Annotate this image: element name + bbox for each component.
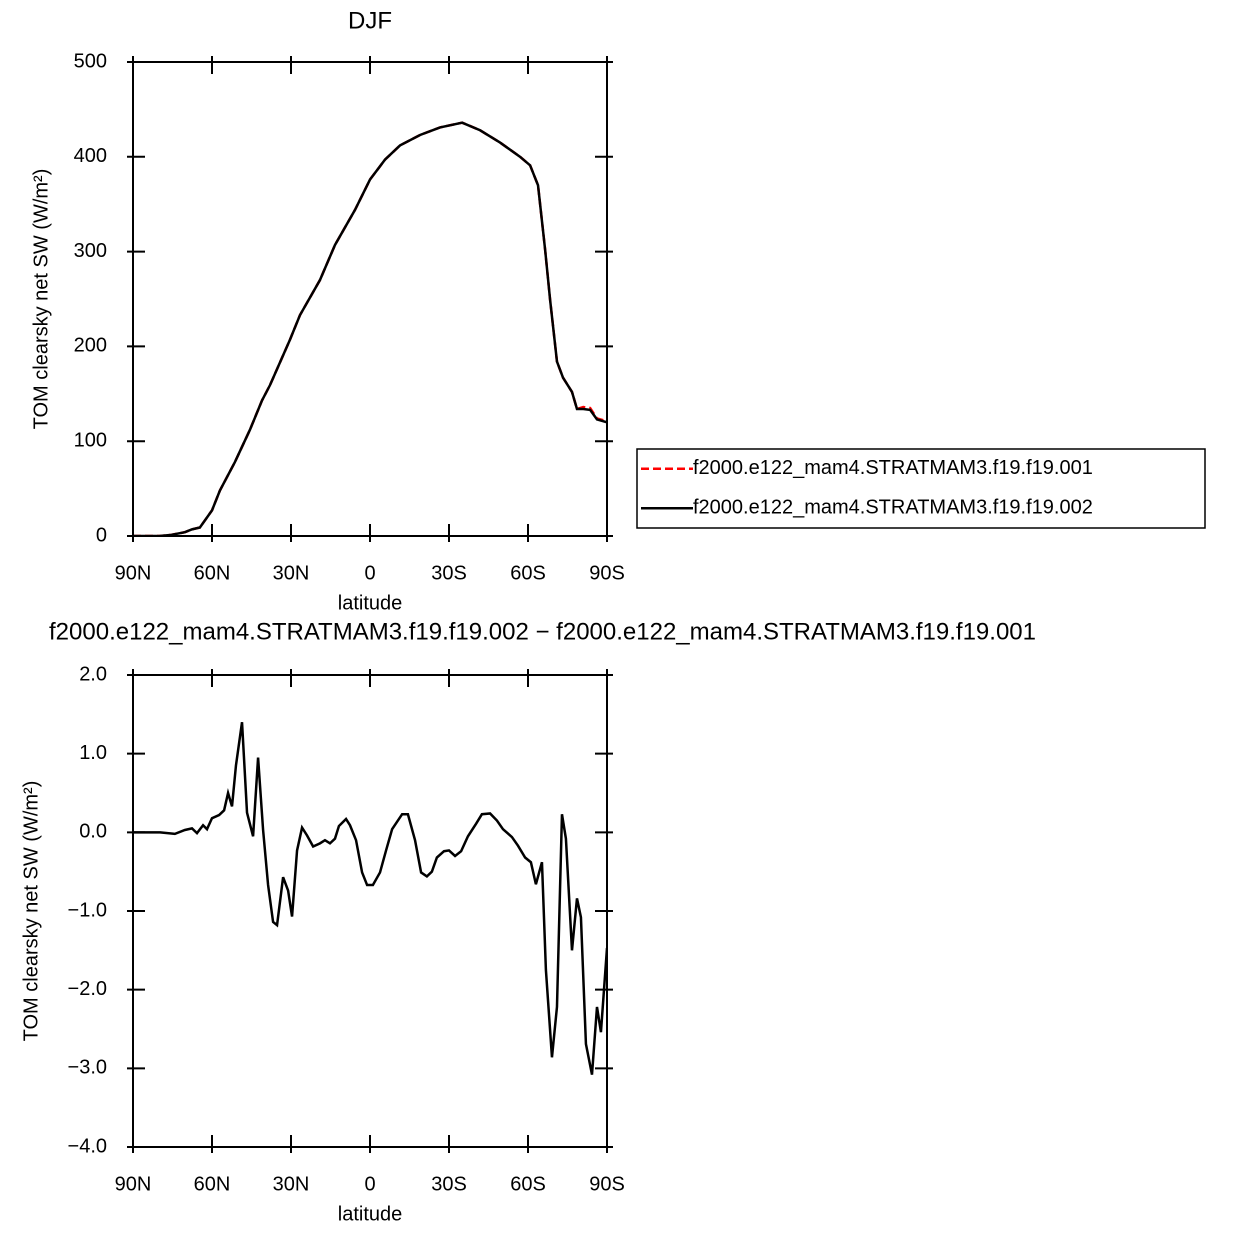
- x-tick-label: 30N: [273, 562, 310, 584]
- legend-label: f2000.e122_mam4.STRATMAM3.f19.f19.001: [693, 457, 1093, 479]
- x-tick-label: 30N: [273, 1173, 310, 1195]
- x-tick-label: 60S: [510, 1173, 546, 1195]
- x-tick-label: 0: [364, 1173, 375, 1195]
- plot-frame: [132, 61, 608, 537]
- y-tick-label: 100: [74, 429, 107, 451]
- plot-area: [133, 121, 607, 536]
- x-tick-label: 60N: [194, 1173, 231, 1195]
- legend-box: [636, 448, 1206, 529]
- series-line: [133, 121, 607, 536]
- x-tick-label: 60S: [510, 562, 546, 584]
- x-axis-label: latitude: [338, 592, 403, 614]
- chart-title: f2000.e122_mam4.STRATMAM3.f19.f19.002 − …: [49, 618, 1036, 645]
- y-tick-label: 400: [74, 145, 107, 167]
- series-line: [133, 121, 607, 536]
- y-axis-label: TOM clearsky net SW (W/m²): [20, 781, 42, 1042]
- x-tick-label: 30S: [431, 1173, 467, 1195]
- chart-title: DJF: [348, 7, 392, 34]
- plot-frame: [132, 674, 608, 1148]
- y-tick-label: 500: [74, 50, 107, 72]
- y-tick-label: 200: [74, 335, 107, 357]
- y-tick-label: 0.0: [79, 821, 107, 843]
- x-tick-label: 90N: [115, 1173, 152, 1195]
- x-axis-label: latitude: [338, 1203, 403, 1225]
- y-tick-label: −1.0: [68, 899, 107, 921]
- y-tick-label: 2.0: [79, 663, 107, 685]
- y-tick-label: −4.0: [68, 1135, 107, 1157]
- plot-area: [133, 722, 607, 1075]
- x-tick-label: 0: [364, 562, 375, 584]
- y-axis-label: TOM clearsky net SW (W/m²): [30, 169, 52, 430]
- y-tick-label: −3.0: [68, 1057, 107, 1079]
- y-tick-label: 1.0: [79, 742, 107, 764]
- x-tick-label: 90S: [589, 562, 625, 584]
- x-tick-label: 90N: [115, 562, 152, 584]
- x-tick-label: 90S: [589, 1173, 625, 1195]
- x-tick-label: 30S: [431, 562, 467, 584]
- y-tick-label: 0: [96, 524, 107, 546]
- legend-label: f2000.e122_mam4.STRATMAM3.f19.f19.002: [693, 497, 1093, 519]
- y-tick-label: −2.0: [68, 978, 107, 1000]
- series-line: [133, 722, 607, 1075]
- y-tick-label: 300: [74, 240, 107, 262]
- x-tick-label: 60N: [194, 562, 231, 584]
